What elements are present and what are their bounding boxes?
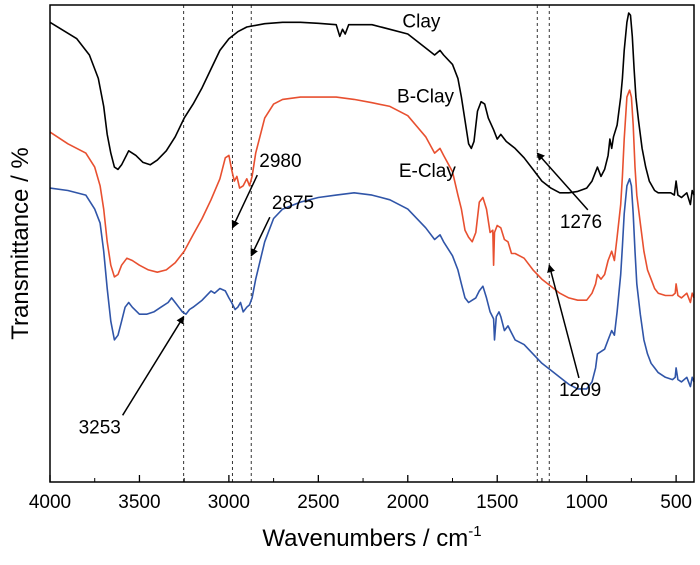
spectra-series [49, 12, 695, 390]
series-label-e-clay: E-Clay [399, 161, 457, 182]
x-tick-label-4000: 4000 [29, 492, 71, 513]
x-tick-label-3000: 3000 [208, 492, 250, 513]
x-axis-title: Wavenumbers / cm-1 [262, 523, 481, 552]
series-line-b-clay [49, 89, 695, 304]
x-tick-label-1500: 1500 [476, 492, 518, 513]
annotation-label-1209: 1209 [559, 380, 601, 401]
x-tick-label-3500: 3500 [118, 492, 160, 513]
annotation-label-2875: 2875 [272, 193, 314, 214]
reference-lines [183, 5, 550, 482]
x-tick-label-2500: 2500 [297, 492, 339, 513]
annotation-arrow-3253 [121, 315, 185, 416]
annotation-label-3253: 3253 [79, 417, 121, 438]
series-line-clay [49, 12, 695, 206]
x-tick-label-2000: 2000 [387, 492, 429, 513]
annotation-arrow-1276 [536, 152, 589, 211]
annotation-label-2980: 2980 [259, 151, 301, 172]
x-tick-label-500: 500 [660, 492, 692, 513]
peak-annotations: 2980 2875 1276 1209 3253 [79, 151, 602, 438]
x-axis-ticks: 4000 3500 3000 2500 2000 1500 1000 500 [29, 475, 692, 513]
series-line-e-clay [49, 178, 695, 390]
series-label-clay: Clay [402, 12, 441, 33]
y-axis-title: Transmittance / % [7, 147, 34, 340]
plot-frame [49, 4, 695, 483]
annotation-arrow-1209 [547, 264, 580, 379]
annotation-arrow-2875 [250, 216, 271, 257]
series-label-b-clay: B-Clay [397, 86, 455, 107]
annotation-label-1276: 1276 [560, 212, 602, 233]
x-tick-label-1000: 1000 [566, 492, 608, 513]
annotation-arrow-2980 [231, 174, 258, 229]
series-labels: Clay B-Clay E-Clay [397, 12, 456, 182]
